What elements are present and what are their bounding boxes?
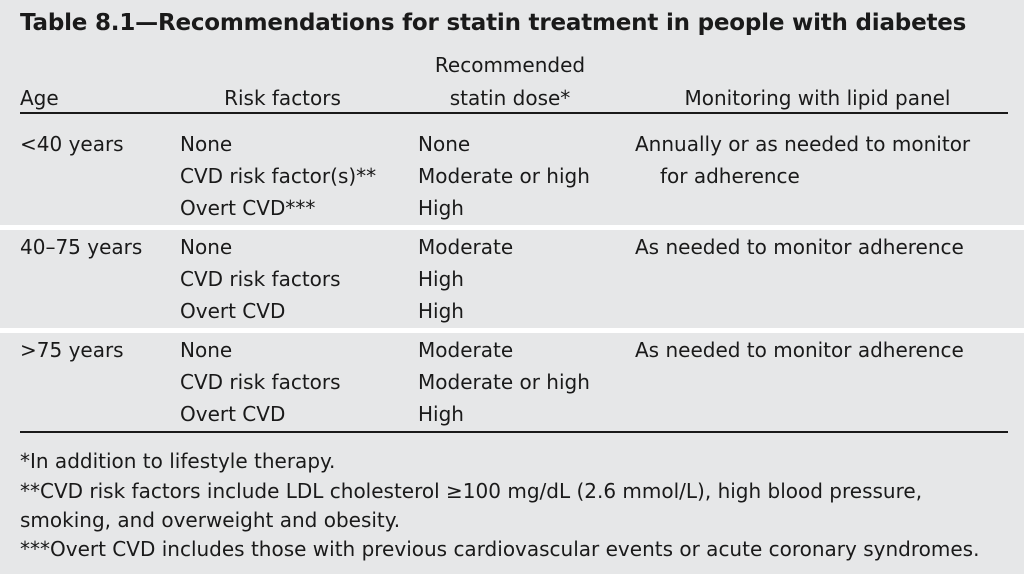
header-rule xyxy=(20,112,1008,114)
header-monitoring: Monitoring with lipid panel xyxy=(684,86,951,110)
row-dose: None xyxy=(418,132,471,156)
row-monitoring: for adherence xyxy=(660,164,800,188)
row-dose: High xyxy=(418,299,464,323)
row-risk: Overt CVD*** xyxy=(180,196,316,220)
row-dose: High xyxy=(418,267,464,291)
row-dose: Moderate or high xyxy=(418,164,590,188)
row-risk: CVD risk factor(s)** xyxy=(180,164,377,188)
row-risk: Overt CVD xyxy=(180,402,286,426)
row-monitoring: Annually or as needed to monitor xyxy=(635,132,971,156)
row-risk: Overt CVD xyxy=(180,299,286,323)
row-risk: CVD risk factors xyxy=(180,267,341,291)
header-risk-factors: Risk factors xyxy=(224,86,341,110)
table-title: Table 8.1—Recommendations for statin tre… xyxy=(20,10,967,36)
footer-rule xyxy=(20,431,1008,433)
row-risk: None xyxy=(180,235,233,259)
row-separator xyxy=(0,328,1024,333)
footnote: ***Overt CVD includes those with previou… xyxy=(20,537,980,561)
row-dose: High xyxy=(418,402,464,426)
row-dose: Moderate xyxy=(418,235,514,259)
footnote: **CVD risk factors include LDL cholester… xyxy=(20,479,923,503)
row-separator xyxy=(0,225,1024,230)
row-age: <40 years xyxy=(20,132,124,156)
row-monitoring: As needed to monitor adherence xyxy=(635,235,964,259)
row-risk: None xyxy=(180,338,233,362)
row-risk: None xyxy=(180,132,233,156)
row-dose: Moderate or high xyxy=(418,370,590,394)
header-age: Age xyxy=(20,86,59,110)
footnote: smoking, and overweight and obesity. xyxy=(20,508,401,532)
header-dose-line1: Recommended xyxy=(434,53,586,77)
row-dose: High xyxy=(418,196,464,220)
row-dose: Moderate xyxy=(418,338,514,362)
header-dose-line2: statin dose* xyxy=(449,86,571,110)
row-risk: CVD risk factors xyxy=(180,370,341,394)
row-age: 40–75 years xyxy=(20,235,143,259)
row-age: >75 years xyxy=(20,338,124,362)
footnote: *In addition to lifestyle therapy. xyxy=(20,449,336,473)
row-monitoring: As needed to monitor adherence xyxy=(635,338,964,362)
